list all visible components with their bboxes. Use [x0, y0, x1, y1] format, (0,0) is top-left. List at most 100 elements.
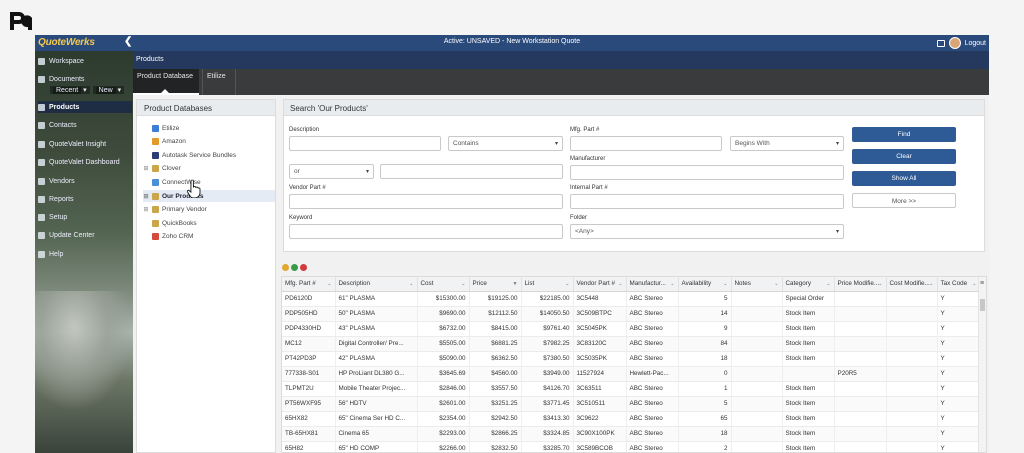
keyword-input[interactable]	[289, 224, 563, 239]
delete-icon[interactable]	[300, 264, 307, 271]
description-input[interactable]	[289, 136, 441, 151]
column-header[interactable]: Availability ⌄	[678, 277, 732, 292]
description-match-select[interactable]: Contains ▾	[448, 136, 563, 151]
column-header[interactable]: Cost Modifie... ⌄	[886, 277, 938, 292]
tree-item-primary-vendor[interactable]: ⊞ Primary Vendor	[143, 206, 207, 214]
logic-select[interactable]: or ▾	[289, 164, 374, 179]
column-header[interactable]: Price Modifie... ⌄	[834, 277, 887, 292]
find-button[interactable]: Find	[852, 127, 956, 142]
logout-link[interactable]: Logout	[964, 39, 986, 47]
table-row[interactable]: PT56WXF95 56" HDTV $2601.00 $3251.25 $3771.4…	[282, 396, 981, 412]
new-button[interactable]: New ▾	[92, 86, 125, 94]
sidebar-item-reports[interactable]: Reports	[38, 193, 132, 205]
second-description-input[interactable]	[380, 164, 563, 179]
table-cell: 0	[678, 366, 732, 382]
table-row[interactable]: 65HX82 65" Cinema Ser HD C... $2354.00 $294…	[282, 411, 981, 427]
table-row[interactable]: PT42PD3P 42" PLASMA $5090.00 $6362.50 $7380.…	[282, 351, 981, 367]
table-cell	[731, 411, 783, 427]
expand-icon[interactable]: ⊞	[143, 166, 149, 173]
database-icon	[152, 165, 159, 173]
table-cell	[834, 381, 887, 397]
sidebar-item-update-center[interactable]: Update Center	[38, 229, 132, 241]
folder-select[interactable]: <Any> ▾	[570, 224, 844, 239]
recent-button[interactable]: Recent ▾	[50, 86, 90, 94]
column-header[interactable]: Cost ⌄	[417, 277, 470, 292]
database-icon	[152, 233, 159, 241]
sidebar-item-documents[interactable]: Documents	[38, 73, 132, 85]
column-header[interactable]: Description ⌄	[335, 277, 418, 292]
table-row[interactable]: 65H82 65" HD COMP $2266.00 $2832.50 $3285.70…	[282, 441, 981, 452]
sidebar-item-vendors[interactable]: Vendors	[38, 175, 132, 187]
tree-item-zoho-crm[interactable]: Zoho CRM	[143, 231, 275, 243]
table-cell: $3771.45	[521, 396, 574, 412]
expand-icon[interactable]: ⊞	[143, 193, 149, 200]
sort-icon: ▼	[512, 281, 518, 287]
table-cell: $6362.50	[469, 351, 522, 367]
table-cell: $4560.00	[469, 366, 522, 382]
manufacturer-input[interactable]	[570, 165, 844, 180]
table-cell: ABC Stereo	[626, 321, 679, 337]
column-header[interactable]: Mfg. Part # ⌄	[282, 277, 336, 292]
table-cell	[731, 306, 783, 322]
avatar[interactable]	[948, 37, 961, 49]
chevron-down-icon: ▾	[554, 141, 558, 147]
sidebar-item-quotevalet-dashboard[interactable]: QuoteValet Dashboard	[38, 156, 132, 168]
grid-scrollbar[interactable]: ≡	[978, 277, 986, 452]
app-logo: QuoteWerks	[38, 37, 95, 48]
internal-part-input[interactable]	[570, 194, 844, 209]
table-cell: Digital Controller/ Pre...	[335, 336, 418, 352]
sidebar-item-help[interactable]: Help	[38, 248, 132, 260]
sidebar-item-workspace[interactable]: Workspace	[38, 55, 132, 67]
mfg-part-match-select[interactable]: Begins With ▾	[730, 136, 844, 151]
mfg-part-input[interactable]	[570, 136, 722, 151]
sidebar-item-contacts[interactable]: Contacts	[38, 119, 132, 131]
table-row[interactable]: PDP4330HD 43" PLASMA $6732.00 $8415.00 $9761…	[282, 321, 981, 337]
export-icon[interactable]	[291, 264, 298, 271]
table-row[interactable]: TLPMT2U Mobile Theater Projec... $2846.00 $…	[282, 381, 981, 397]
clear-button[interactable]: Clear	[852, 149, 956, 164]
table-row[interactable]: MC12 Digital Controller/ Pre... $5505.00 $6…	[282, 336, 981, 352]
column-menu-icon[interactable]: ≡	[980, 280, 985, 287]
tree-item-autotask-service-bundles[interactable]: Autotask Service Bundles	[143, 149, 275, 161]
sidebar-item-setup[interactable]: Setup	[38, 211, 132, 223]
column-header[interactable]: Category ⌄	[782, 277, 835, 292]
sidebar-item-quotevalet-insight[interactable]: QuoteValet Insight	[38, 138, 132, 150]
tree-item-connectwise[interactable]: ConnectWise	[143, 176, 275, 188]
column-header[interactable]: Notes ⌄	[731, 277, 783, 292]
expand-icon[interactable]: ⊞	[143, 207, 149, 214]
column-header[interactable]: Tax Code ⌄	[937, 277, 981, 292]
sidebar-item-products[interactable]: Products	[38, 101, 132, 113]
table-cell: 50" PLASMA	[335, 306, 418, 322]
table-row[interactable]: PD6120D 61" PLASMA $15300.00 $19125.00 $2218…	[282, 291, 981, 307]
column-header[interactable]: Vendor Part # ⌄	[573, 277, 627, 292]
screen-icon[interactable]	[936, 39, 945, 47]
table-cell: 65	[678, 411, 732, 427]
tree-item-quickbooks[interactable]: QuickBooks	[143, 217, 275, 229]
tree-item-etilize[interactable]: Etilize	[143, 122, 275, 134]
table-cell: $6732.00	[417, 321, 470, 337]
table-cell	[886, 306, 938, 322]
column-header[interactable]: Price ▼	[469, 277, 522, 292]
table-row[interactable]: 777338-S01 HP ProLiant DL380 G... $3645.69…	[282, 366, 981, 382]
more-button[interactable]: More >>	[852, 193, 956, 208]
tab-etilize[interactable]: Etilize	[202, 69, 236, 95]
collapse-sidebar-button[interactable]: ❮	[124, 36, 133, 47]
add-icon[interactable]	[282, 264, 289, 271]
column-header[interactable]: Manufactur... ⌄	[626, 277, 679, 292]
tree-item-clover[interactable]: ⊞ Clover	[143, 165, 181, 173]
table-cell: $3251.25	[469, 396, 522, 412]
table-row[interactable]: PDP505HD 50" PLASMA $9690.00 $12112.50 $1405…	[282, 306, 981, 322]
database-icon	[152, 192, 159, 200]
tree-item-our-products[interactable]: ⊞ Our Products	[143, 190, 275, 202]
table-cell: $5090.00	[417, 351, 470, 367]
gear-icon	[38, 213, 45, 221]
chart-icon	[38, 140, 45, 148]
table-row[interactable]: TB-65HX81 Cinema 65 $2293.00 $2866.25 $3324.…	[282, 426, 981, 442]
tab-product-database[interactable]: Product Database	[133, 69, 199, 95]
column-header[interactable]: List ⌄	[521, 277, 574, 292]
show-all-button[interactable]: Show All	[852, 171, 956, 186]
vendor-part-input[interactable]	[289, 194, 563, 209]
table-cell: $2942.50	[469, 411, 522, 427]
tree-item-amazon[interactable]: Amazon	[143, 136, 275, 148]
